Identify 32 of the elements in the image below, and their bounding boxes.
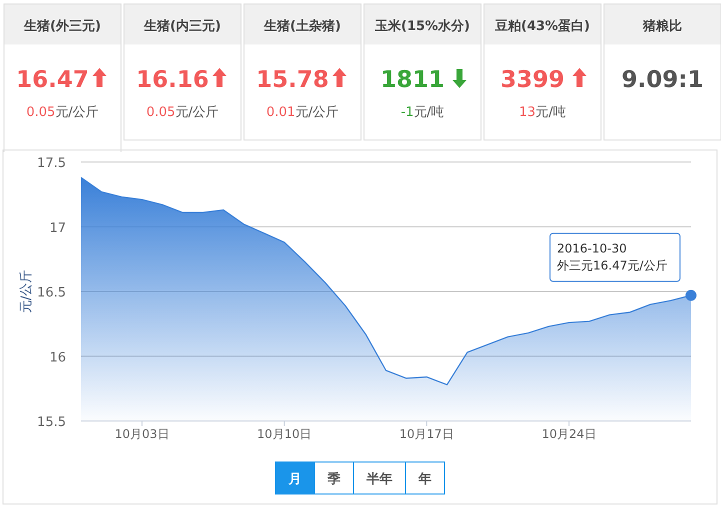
text: 月 [288,472,302,487]
text: 生猪(外三元) [23,19,101,34]
text: 16.47 [16,67,89,93]
annotation: 2016-10-30 外三元16.47元/公斤 [557,241,668,272]
text: 年 [418,472,432,487]
text: 9.09:1 [622,67,704,93]
text: -1元/吨 [400,105,444,120]
text: 半年 [366,472,392,487]
x-tick-label: 10月24日 [542,427,596,441]
text: 0.05元/公斤 [26,105,99,120]
text: 16.16 [136,67,209,93]
text: 猪粮比 [642,18,682,34]
text: 13元/吨 [519,105,566,120]
text: 玉米(15%水分) [374,19,470,34]
y-tick-label: 17.5 [37,156,66,171]
text: 0.05元/公斤 [146,105,219,120]
text: 生猪(内三元) [143,19,221,34]
text: 季 [326,471,340,487]
y-axis-title: 元/公斤 [19,270,34,314]
text: 1811 [380,67,445,93]
y-tick-label: 17 [49,220,66,236]
x-tick-label: 10月17日 [399,427,454,441]
text: 豆粕(43%蛋白) [494,19,590,34]
text: 3399 [500,67,565,93]
text: 0.01元/公斤 [266,105,339,120]
y-tick-label: 16.5 [37,286,66,300]
y-tick-label: 15.5 [37,415,66,430]
text: 15.78 [256,67,329,93]
text: 生猪(土杂猪) [263,19,341,34]
x-tick-label: 10月10日 [257,427,312,441]
x-tick-label: 10月03日 [114,427,170,441]
y-tick-label: 16 [49,350,66,366]
